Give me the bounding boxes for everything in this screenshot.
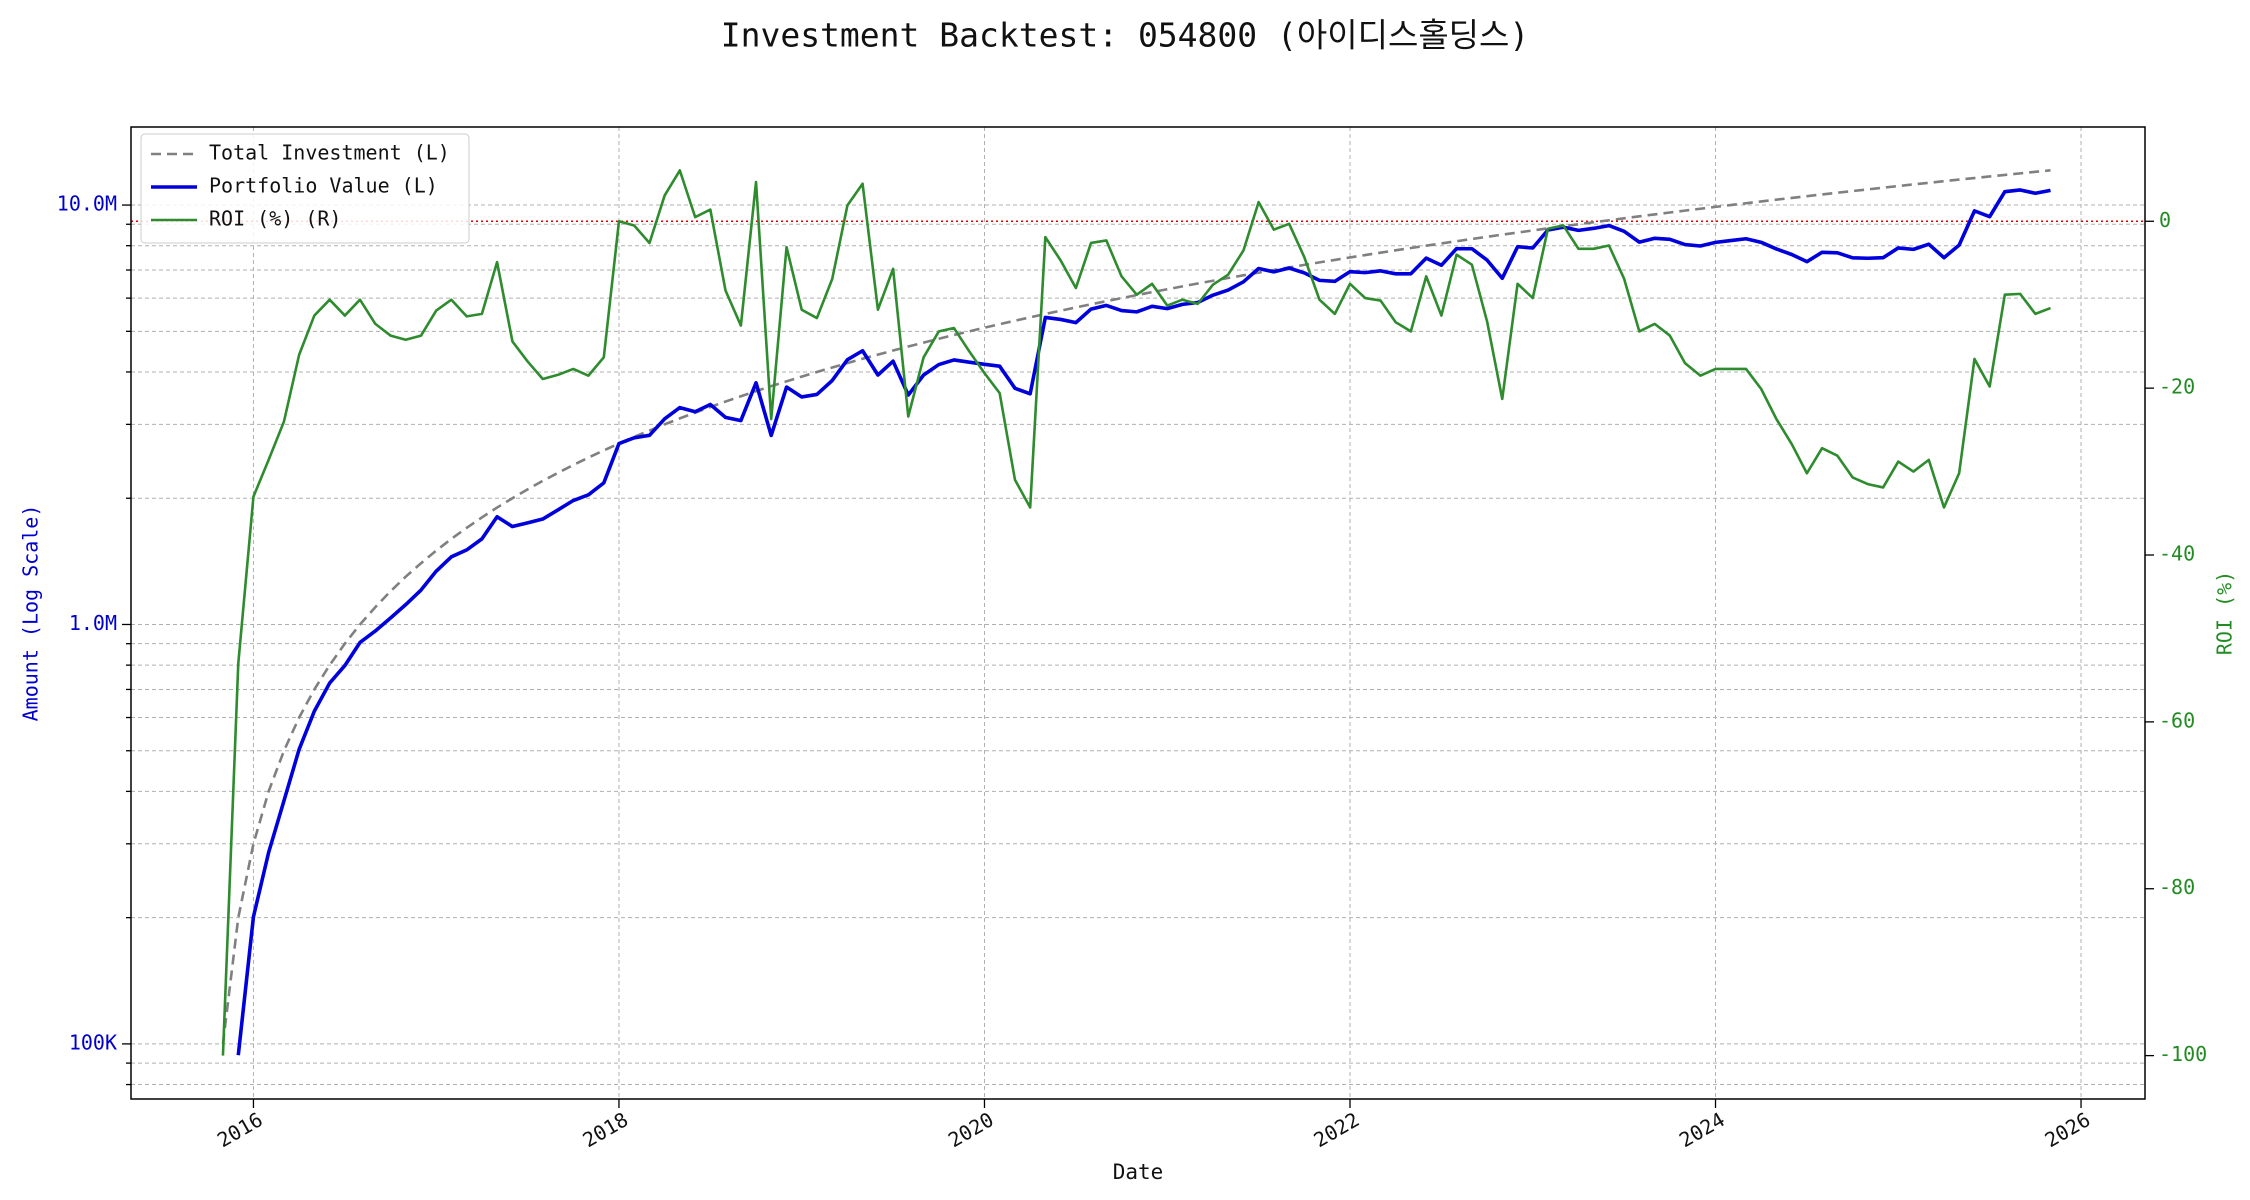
y-tick-label: 10.0M	[57, 192, 117, 216]
y-tick-label: 1.0M	[69, 611, 117, 635]
y2-axis-label: ROI (%)	[2213, 571, 2237, 655]
legend-label: Total Investment (L)	[209, 141, 450, 165]
chart-title: Investment Backtest: 054800 (아이디스홀딩스)	[721, 16, 1530, 55]
y2-tick-label: -100	[2159, 1042, 2207, 1066]
y-tick-label: 100K	[69, 1030, 117, 1054]
y2-tick-label: -20	[2159, 375, 2195, 399]
series-line	[221, 169, 2051, 1056]
y2-tick-label: -60	[2159, 708, 2195, 732]
y-axis-label: Amount (Log Scale)	[19, 505, 43, 722]
legend-label: Portfolio Value (L)	[209, 174, 438, 198]
legend-label: ROI (%) (R)	[209, 207, 341, 231]
plot-frame	[130, 126, 2146, 1100]
series-line	[221, 169, 2051, 1045]
x-axis-label: Date	[1113, 1160, 1164, 1184]
y2-tick-label: -40	[2159, 542, 2195, 566]
series-line	[236, 188, 2051, 1056]
legend-box	[140, 133, 470, 244]
y2-tick-label: -80	[2159, 875, 2195, 899]
y2-tick-label: 0	[2159, 208, 2171, 232]
